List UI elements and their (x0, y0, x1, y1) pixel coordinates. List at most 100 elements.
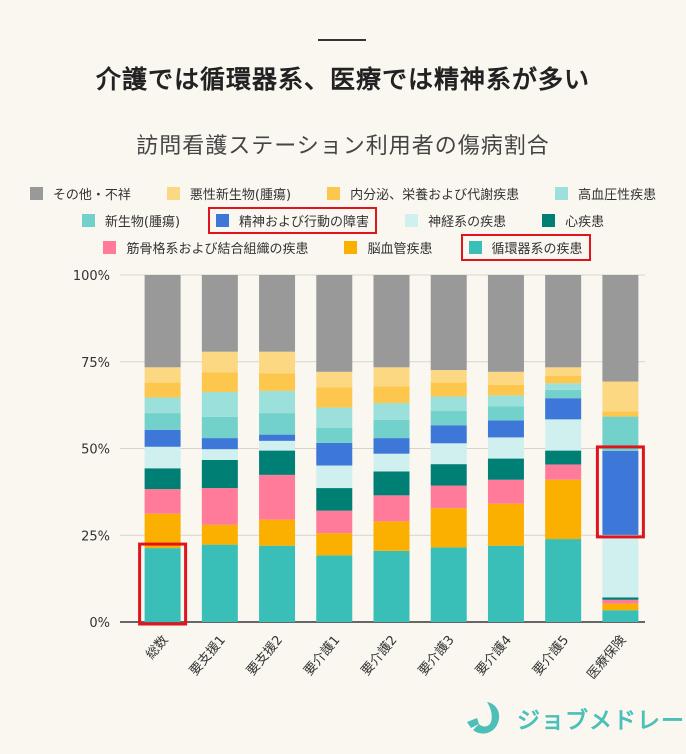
chart-legend: その他・不祥 悪性新生物(腫瘍) 内分泌、栄養および代謝疾患 高血圧性疾患 新生物(腫瘍… (0, 180, 686, 261)
bar-segment (201, 544, 238, 622)
legend-item: 精神および行動の障害 (208, 207, 378, 234)
legend-swatch (216, 214, 230, 227)
legend-label: 循環器系の疾患 (491, 242, 583, 257)
bar-segment (602, 411, 639, 417)
bar-segment (602, 416, 639, 451)
x-tick-label: 総数 (143, 633, 171, 663)
x-tick-label: 要介護1 (301, 632, 344, 679)
legend-item: 筋骨格系および結合組織の疾患 (95, 234, 316, 261)
x-tick-label: 要介護5 (530, 632, 573, 679)
bar-segment (144, 397, 181, 414)
bar-segment (430, 411, 467, 426)
bar-segment (201, 459, 238, 489)
bar-segment (545, 464, 582, 480)
legend-label: 精神および行動の障害 (239, 215, 370, 230)
bar-segment (602, 603, 639, 611)
brand-logo-icon (467, 702, 500, 734)
legend-item: 心疾患 (534, 207, 612, 234)
bar-segment (487, 437, 524, 459)
x-tick-label: 要介護2 (358, 632, 401, 679)
legend-swatch (103, 241, 117, 254)
legend-swatch (29, 187, 43, 200)
bar-segment (430, 425, 467, 444)
legend-swatch (166, 187, 180, 200)
bar-segment (316, 427, 353, 443)
legend-item: 内分泌、栄養および代謝疾患 (319, 180, 527, 207)
legend-item: 神経系の疾患 (397, 207, 514, 234)
bar-segment (201, 449, 238, 460)
legend-label: その他・不祥 (52, 188, 131, 203)
bar-segment (602, 534, 639, 598)
legend-row: 筋骨格系および結合組織の疾患 脳血管疾患 循環器系の疾患 (0, 234, 686, 261)
bar-segment (201, 524, 238, 545)
bar-segment (144, 489, 181, 514)
bar-segment (201, 438, 238, 450)
legend-label: 筋骨格系および結合組織の疾患 (126, 242, 309, 257)
legend-swatch (344, 241, 358, 254)
bar-segment (545, 375, 582, 384)
bar-segment (487, 395, 524, 407)
legend-label: 内分泌、栄養および代謝疾患 (350, 188, 520, 203)
bar-segment (487, 479, 524, 504)
bar-segment (144, 275, 181, 368)
legend-row: その他・不祥 悪性新生物(腫瘍) 内分泌、栄養および代謝疾患 高血圧性疾患 (0, 180, 686, 207)
y-tick-label: 0% (89, 616, 110, 631)
bar-segment (602, 381, 639, 412)
bar-segment (144, 382, 181, 398)
bar-segment (602, 450, 639, 535)
bar-segment (545, 367, 582, 376)
bar-segment (373, 550, 410, 622)
bar-segment (602, 597, 639, 600)
bar-segment (602, 275, 639, 382)
bar-segment (259, 545, 296, 622)
decorative-rule (318, 39, 366, 41)
bar-segment (487, 384, 524, 396)
bar-segment (487, 406, 524, 421)
bar-segment (316, 465, 353, 489)
x-tick-label: 要介護4 (472, 632, 515, 679)
bar-segment (316, 275, 353, 372)
y-tick-label: 50% (81, 443, 110, 458)
x-tick-label: 要介護3 (415, 632, 458, 679)
bar-segment (545, 389, 582, 399)
bar-segment (373, 275, 410, 368)
bar-segment (545, 398, 582, 420)
bar-segment (373, 367, 410, 387)
bar-segment (316, 488, 353, 511)
bar-segment (144, 468, 181, 490)
bar-segment (144, 548, 181, 622)
bar-segment (373, 403, 410, 420)
bar-segment (316, 555, 353, 622)
bar-segment (201, 275, 238, 352)
bar-segment (316, 533, 353, 556)
bar-segment (259, 275, 296, 352)
legend-swatch (468, 241, 482, 254)
bar-segment (430, 382, 467, 397)
bar-segment (545, 479, 582, 540)
bar-segment (545, 275, 582, 368)
bar-segment (316, 407, 353, 428)
bar-segment (316, 442, 353, 466)
legend-swatch (81, 214, 95, 227)
legend-label: 脳血管疾患 (367, 242, 433, 257)
bar-segment (144, 513, 181, 549)
bar-segment (259, 413, 296, 435)
y-tick-label: 100% (73, 269, 110, 284)
legend-label: 悪性新生物(腫瘍) (189, 188, 292, 203)
legend-item: その他・不祥 (22, 180, 139, 207)
y-tick-label: 25% (81, 529, 110, 544)
bar-segment (144, 367, 181, 383)
legend-label: 高血圧性疾患 (578, 188, 657, 203)
bar-segment (602, 599, 639, 604)
bar-segment (545, 383, 582, 390)
legend-item: 脳血管疾患 (336, 234, 440, 261)
page-title: 介護では循環器系、医療では精神系が多い (95, 65, 590, 94)
bar-segment (144, 413, 181, 430)
bar-segment (430, 485, 467, 509)
bar-segment (545, 539, 582, 622)
bar-segment (259, 474, 296, 520)
x-tick-label: 要支援2 (244, 633, 286, 679)
legend-item: 高血圧性疾患 (547, 180, 664, 207)
bar-segment (430, 275, 467, 371)
bar-segment (430, 547, 467, 622)
